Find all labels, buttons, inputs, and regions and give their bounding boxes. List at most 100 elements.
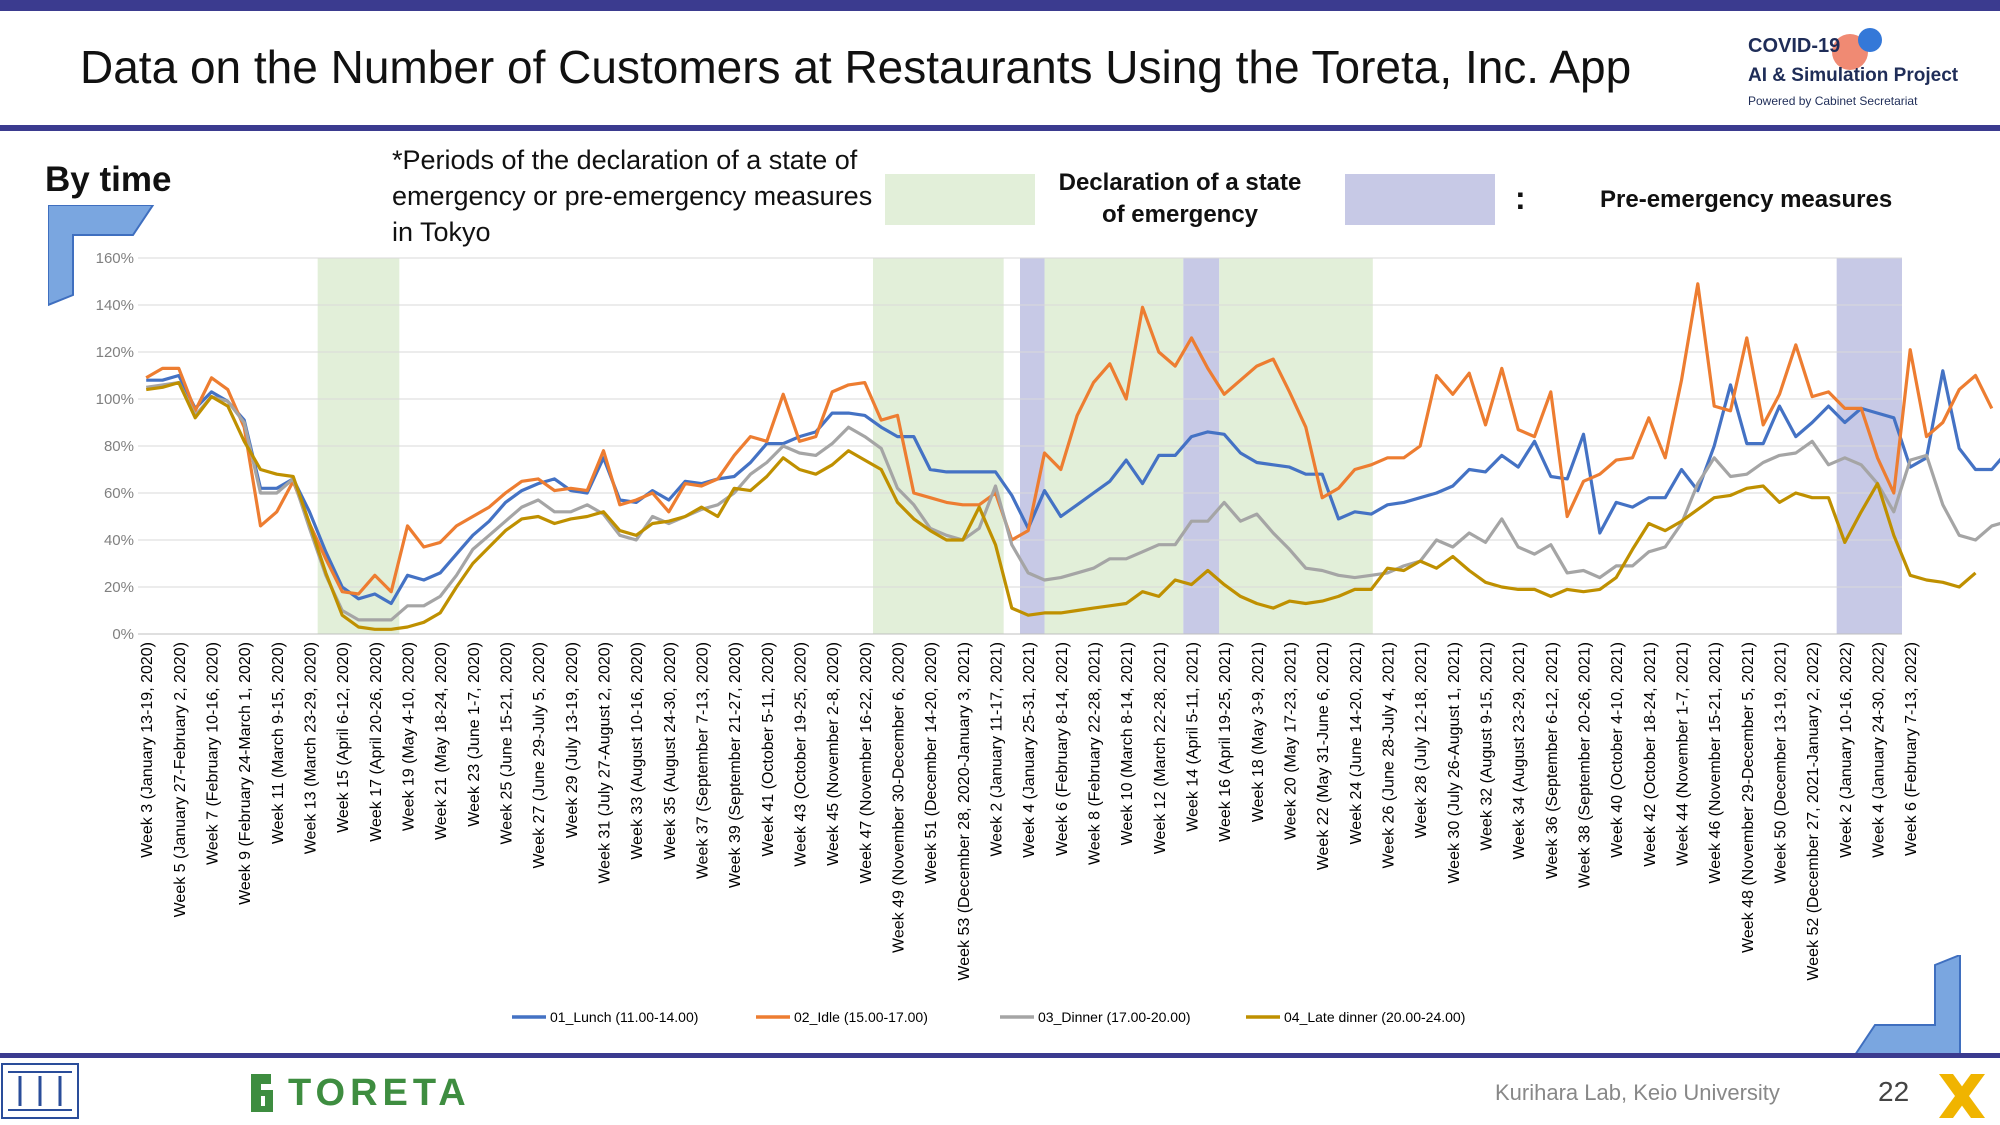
series-lines <box>145 282 2000 631</box>
x-tick-label: Week 28 (July 12-18, 2021) <box>1413 642 1430 838</box>
toreta-logo-text: TORETA <box>288 1072 471 1114</box>
x-tick-label: Week 2 (January 11-17, 2021) <box>989 642 1006 857</box>
legend-label-idle: 02_Idle (15.00-17.00) <box>794 1009 928 1025</box>
x-tick-label: Week 24 (June 14-20, 2021) <box>1348 642 1365 845</box>
x-tick-label: Week 39 (September 21-27, 2020) <box>727 642 744 888</box>
x-tick-label: Week 25 (June 15-21, 2020) <box>499 642 516 845</box>
x-tick-label: Week 19 (May 4-10, 2020) <box>401 642 418 831</box>
customers-line-chart: 0% 20% 40% 60% 80% 100% 120% 140% 160% Week 3 (J… <box>96 250 2000 1025</box>
y-tick-label: 40% <box>104 532 134 549</box>
x-tick-label: Week 50 (December 13-19, 2021) <box>1773 642 1790 884</box>
x-tick-label: Week 31 (July 27-August 2, 2020) <box>597 642 614 884</box>
x-tick-labels: Week 3 (January 13-19, 2020) Week 5 (Janu… <box>139 642 1920 981</box>
x-tick-label: Week 15 (April 6-12, 2020) <box>335 642 352 833</box>
y-tick-label: 120% <box>96 344 134 361</box>
legend-label-lunch: 01_Lunch (11.00-14.00) <box>550 1009 698 1025</box>
y-tick-label: 60% <box>104 485 134 502</box>
x-tick-label: Week 36 (September 6-12, 2021) <box>1544 642 1561 879</box>
keio-logo-icon <box>1 1063 79 1119</box>
top-bar <box>0 0 2000 11</box>
x-tick-label: Week 30 (July 26-August 1, 2021) <box>1446 642 1463 884</box>
toreta-logo-icon <box>251 1074 273 1112</box>
logo-line1: COVID-19 <box>1748 35 1840 57</box>
page-number: 22 <box>1878 1076 1910 1107</box>
title-divider <box>0 125 2000 131</box>
x-tick-label: Week 49 (November 30-December 6, 2020) <box>891 642 908 953</box>
x-tick-label: Week 13 (March 23-29, 2020) <box>303 642 320 854</box>
series-line-late_dinner <box>145 381 1977 631</box>
x-tick-label: Week 4 (January 25-31, 2021) <box>1021 642 1038 858</box>
x-tick-label: Week 52 (December 27, 2021-January 2, 20… <box>1805 642 1822 981</box>
x-logo-icon <box>1939 1074 1985 1118</box>
gridlines <box>138 257 1902 635</box>
series-line-lunch <box>146 369 2000 606</box>
pre-emergency-swatch <box>1345 174 1495 225</box>
y-tick-label: 0% <box>112 626 134 643</box>
section-label: By time <box>45 160 172 199</box>
logo-blue-circle <box>1858 28 1882 52</box>
x-tick-label: Week 44 (November 1-7, 2021) <box>1675 642 1692 866</box>
x-tick-label: Week 26 (June 28-July 4, 2021) <box>1381 642 1398 869</box>
corner-arrow-icon <box>48 205 155 307</box>
x-tick-label: Week 27 (June 29-July 5, 2020) <box>531 642 548 869</box>
legend-label-dinner: 03_Dinner (17.00-20.00) <box>1038 1009 1191 1025</box>
y-tick-label: 80% <box>104 438 134 455</box>
footer-divider <box>0 1053 2000 1058</box>
page-title: Data on the Number of Customers at Resta… <box>80 41 1632 93</box>
x-tick-label: Week 16 (April 19-25, 2021) <box>1217 642 1234 842</box>
x-tick-label: Week 6 (February 7-13, 2022) <box>1903 642 1920 856</box>
logo-circles-icon: COVID-19 AI & Simulation Project Powered… <box>1748 28 1959 108</box>
y-tick-labels: 0% 20% 40% 60% 80% 100% 120% 140% 160% <box>96 250 134 643</box>
x-tick-label: Week 47 (November 16-22, 2020) <box>858 642 875 884</box>
x-tick-label: Week 5 (January 27-February 2, 2020) <box>172 642 189 917</box>
covid-project-logo: COVID-19 AI & Simulation Project Powered… <box>1740 22 2000 122</box>
corner-arrow-bottom-icon <box>1855 955 1961 1056</box>
x-tick-label: Week 21 (May 18-24, 2020) <box>433 642 450 840</box>
x-tick-label: Week 7 (February 10-16, 2020) <box>205 642 222 865</box>
emergency-legend-label: Declaration of a state of emergency <box>1058 169 1302 228</box>
x-tick-label: Week 41 (October 5-11, 2020) <box>760 642 777 857</box>
x-tick-label: Week 48 (November 29-December 5, 2021) <box>1740 642 1757 953</box>
x-tick-label: Week 45 (November 2-8, 2020) <box>825 642 842 866</box>
x-tick-label: Week 18 (May 3-9, 2021) <box>1250 642 1267 822</box>
y-tick-label: 160% <box>96 250 134 267</box>
y-tick-label: 20% <box>104 579 134 596</box>
x-tick-label: Week 40 (October 4-10, 2021) <box>1609 642 1626 858</box>
x-tick-label: Week 37 (September 7-13, 2020) <box>695 642 712 879</box>
x-tick-label: Week 33 (August 10-16, 2020) <box>629 642 646 860</box>
series-line-dinner <box>145 381 2000 622</box>
y-tick-label: 140% <box>96 297 134 314</box>
x-tick-label: Week 6 (February 8-14, 2021) <box>1054 642 1071 856</box>
period-note: *Periods of the declaration of a state o… <box>392 145 873 247</box>
x-tick-label: Week 9 (February 24-March 1, 2020) <box>237 642 254 905</box>
footer-lab: Kurihara Lab, Keio University <box>1495 1080 1780 1105</box>
x-tick-label: Week 22 (May 31-June 6, 2021) <box>1315 642 1332 870</box>
x-tick-label: Week 32 (August 9-15, 2021) <box>1479 642 1496 851</box>
x-tick-label: Week 14 (April 5-11, 2021) <box>1185 642 1202 832</box>
x-tick-label: Week 43 (October 19-25, 2020) <box>793 642 810 867</box>
emergency-swatch <box>885 174 1035 225</box>
series-line-idle <box>145 282 1994 596</box>
x-tick-label: Week 38 (September 20-26, 2021) <box>1577 642 1594 888</box>
x-tick-label: Week 17 (April 20-26, 2020) <box>368 642 385 842</box>
legend-colon: : <box>1515 180 1526 216</box>
y-tick-label: 100% <box>96 391 134 408</box>
x-tick-label: Week 42 (October 18-24, 2021) <box>1642 642 1659 867</box>
pre-emergency-legend-label: Pre-emergency measures <box>1600 186 1893 213</box>
legend-label-late_dinner: 04_Late dinner (20.00-24.00) <box>1284 1009 1465 1025</box>
x-tick-label: Week 20 (May 17-23, 2021) <box>1283 642 1300 840</box>
x-tick-label: Week 46 (November 15-21, 2021) <box>1707 642 1724 884</box>
logo-line2: AI & Simulation Project <box>1748 65 1959 86</box>
x-tick-label: Week 10 (March 8-14, 2021) <box>1119 642 1136 845</box>
x-tick-label: Week 53 (December 28, 2020-January 3, 20… <box>956 642 973 981</box>
x-tick-label: Week 51 (December 14-20, 2020) <box>923 642 940 884</box>
x-tick-label: Week 2 (January 10-16, 2022) <box>1838 642 1855 858</box>
chart-legend: 01_Lunch (11.00-14.00) 02_Idle (15.00-17.… <box>512 1009 1465 1025</box>
x-tick-label: Week 11 (March 9-15, 2020) <box>270 642 287 844</box>
x-tick-label: Week 34 (August 23-29, 2021) <box>1511 642 1528 860</box>
x-tick-label: Week 29 (July 13-19, 2020) <box>564 642 581 838</box>
x-tick-label: Week 4 (January 24-30, 2022) <box>1871 642 1888 858</box>
x-tick-label: Week 8 (February 22-28, 2021) <box>1087 642 1104 865</box>
x-tick-label: Week 3 (January 13-19, 2020) <box>139 642 156 858</box>
x-tick-label: Week 12 (March 22-28, 2021) <box>1152 642 1169 854</box>
